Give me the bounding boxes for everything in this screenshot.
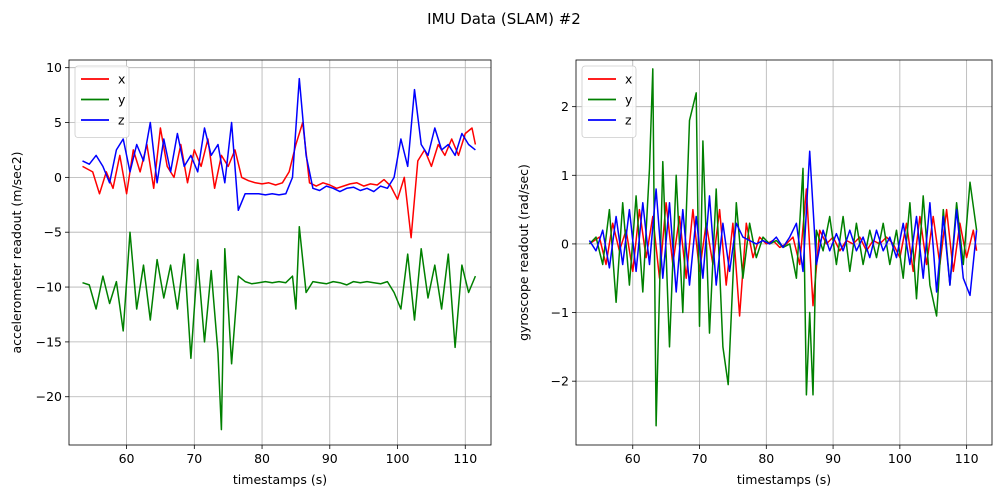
x-axis-label: timestamps (s) xyxy=(233,472,327,487)
x-tick-label: 110 xyxy=(955,451,979,466)
y-tick-label: 2 xyxy=(561,99,569,114)
series-line-x xyxy=(588,188,978,317)
y-tick-label: 0 xyxy=(561,236,569,251)
axes-frame xyxy=(68,59,492,446)
y-tick-label: 0 xyxy=(54,170,62,185)
series-line-z xyxy=(82,77,476,212)
y-tick-label: −15 xyxy=(36,334,62,349)
y-tick-label: −2 xyxy=(551,374,569,389)
y-tick-label: 1 xyxy=(561,168,569,183)
x-tick-label: 110 xyxy=(453,451,477,466)
legend-label-x: x xyxy=(118,72,125,87)
x-axis-label: timestamps (s) xyxy=(737,472,831,487)
axes-frame xyxy=(575,59,993,446)
legend-label-x: x xyxy=(625,72,632,87)
y-tick-label: −5 xyxy=(44,225,62,240)
legend-label-z: z xyxy=(625,113,632,128)
x-tick-label: 80 xyxy=(254,451,270,466)
x-tick-label: 90 xyxy=(322,451,338,466)
series-line-y xyxy=(82,225,477,431)
x-tick-label: 60 xyxy=(119,451,135,466)
x-tick-label: 90 xyxy=(825,451,841,466)
chart-gyro: 60 70 80 90 100 110 −2 −1 0 1 2 timestamps (s) gyros… xyxy=(516,59,993,487)
x-tick-label: 100 xyxy=(386,451,410,466)
legend-label-z: z xyxy=(118,113,125,128)
series-line-x xyxy=(82,121,477,239)
y-tick-label: 5 xyxy=(54,115,62,130)
y-axis-label: gyroscope readout (rad/sec) xyxy=(516,164,531,341)
x-tick-label: 80 xyxy=(758,451,774,466)
figure-title: IMU Data (SLAM) #2 xyxy=(427,10,581,28)
x-tick-label: 100 xyxy=(888,451,912,466)
y-tick-label: 10 xyxy=(46,60,62,75)
y-tick-label: −10 xyxy=(36,280,62,295)
series-line-z xyxy=(588,150,978,297)
x-tick-label: 70 xyxy=(186,451,202,466)
legend-label-y: y xyxy=(625,92,633,107)
y-axis-label: accelerometer readout (m/sec2) xyxy=(9,151,24,353)
chart-accel: 60 70 80 90 100 110 −20 −15 −10 −5 0 5 10 timestamps … xyxy=(9,59,492,487)
x-tick-label: 70 xyxy=(692,451,708,466)
y-tick-label: −1 xyxy=(551,305,569,320)
legend-label-y: y xyxy=(118,92,126,107)
y-tick-label: −20 xyxy=(36,389,62,404)
x-tick-label: 60 xyxy=(625,451,641,466)
